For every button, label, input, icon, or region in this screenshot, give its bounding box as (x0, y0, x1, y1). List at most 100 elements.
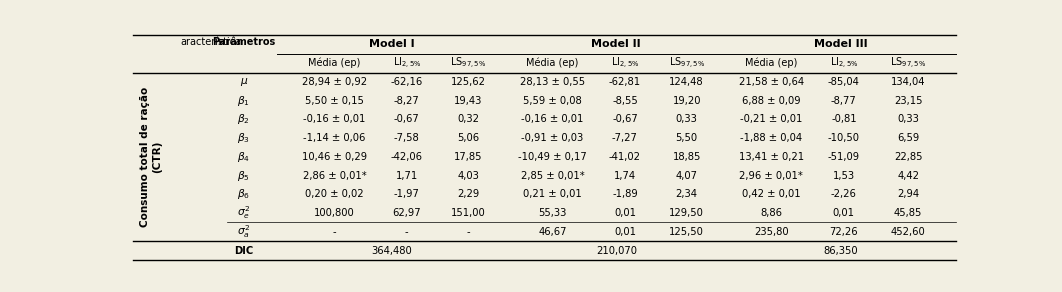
Text: -1,88 ± 0,04: -1,88 ± 0,04 (740, 133, 803, 143)
Text: $\beta_3$: $\beta_3$ (238, 131, 251, 145)
Text: 28,13 ± 0,55: 28,13 ± 0,55 (520, 77, 585, 87)
Text: 0,20 ± 0,02: 0,20 ± 0,02 (305, 189, 363, 199)
Text: LS$_{97,5\%}$: LS$_{97,5\%}$ (669, 55, 705, 71)
Text: 46,67: 46,67 (538, 227, 567, 237)
Text: 0,32: 0,32 (458, 114, 480, 124)
Text: 86,350: 86,350 (823, 246, 858, 256)
Text: $\beta_4$: $\beta_4$ (237, 150, 251, 164)
Text: -41,02: -41,02 (609, 152, 641, 162)
Text: -0,16 ± 0,01: -0,16 ± 0,01 (521, 114, 584, 124)
Text: -7,27: -7,27 (612, 133, 638, 143)
Text: 1,71: 1,71 (396, 171, 418, 180)
Text: Média (ep): Média (ep) (746, 58, 798, 68)
Text: LI$_{2,5\%}$: LI$_{2,5\%}$ (829, 55, 858, 71)
Text: 4,07: 4,07 (675, 171, 698, 180)
Text: 23,15: 23,15 (894, 95, 922, 106)
Text: LS$_{97,5\%}$: LS$_{97,5\%}$ (890, 55, 926, 71)
Text: 72,26: 72,26 (829, 227, 858, 237)
Text: Média (ep): Média (ep) (308, 58, 361, 68)
Text: -1,97: -1,97 (394, 189, 419, 199)
Text: aracterística: aracterística (181, 37, 242, 47)
Text: -42,06: -42,06 (391, 152, 423, 162)
Text: 1,53: 1,53 (833, 171, 855, 180)
Text: Consumo total de ração
(CTR): Consumo total de ração (CTR) (140, 87, 161, 227)
Text: 0,42 ± 0,01: 0,42 ± 0,01 (742, 189, 801, 199)
Text: 0,33: 0,33 (897, 114, 919, 124)
Text: -10,50: -10,50 (828, 133, 860, 143)
Text: 21,58 ± 0,64: 21,58 ± 0,64 (739, 77, 804, 87)
Text: Model II: Model II (592, 39, 641, 49)
Text: 10,46 ± 0,29: 10,46 ± 0,29 (302, 152, 367, 162)
Text: Parâmetros: Parâmetros (212, 37, 275, 47)
Text: $\sigma^2_a$: $\sigma^2_a$ (237, 223, 251, 240)
Text: -10,49 ± 0,17: -10,49 ± 0,17 (518, 152, 587, 162)
Text: $\beta_2$: $\beta_2$ (238, 112, 251, 126)
Text: 2,34: 2,34 (675, 189, 698, 199)
Text: 210,070: 210,070 (596, 246, 637, 256)
Text: 129,50: 129,50 (669, 208, 704, 218)
Text: $\beta_6$: $\beta_6$ (237, 187, 251, 201)
Text: -0,21 ± 0,01: -0,21 ± 0,01 (740, 114, 803, 124)
Text: -0,16 ± 0,01: -0,16 ± 0,01 (304, 114, 365, 124)
Text: LI$_{2,5\%}$: LI$_{2,5\%}$ (393, 55, 422, 71)
Text: $\beta_1$: $\beta_1$ (238, 94, 251, 108)
Text: 6,88 ± 0,09: 6,88 ± 0,09 (742, 95, 801, 106)
Text: 28,94 ± 0,92: 28,94 ± 0,92 (302, 77, 367, 87)
Text: -0,67: -0,67 (394, 114, 419, 124)
Text: 0,33: 0,33 (675, 114, 698, 124)
Text: 18,85: 18,85 (672, 152, 701, 162)
Text: 5,59 ± 0,08: 5,59 ± 0,08 (524, 95, 582, 106)
Text: -1,14 ± 0,06: -1,14 ± 0,06 (304, 133, 365, 143)
Text: 5,06: 5,06 (458, 133, 480, 143)
Text: $\sigma^2_e$: $\sigma^2_e$ (237, 205, 251, 221)
Text: LS$_{97,5\%}$: LS$_{97,5\%}$ (450, 55, 486, 71)
Text: 19,20: 19,20 (672, 95, 701, 106)
Text: -: - (466, 227, 470, 237)
Text: -8,27: -8,27 (394, 95, 419, 106)
Text: -62,81: -62,81 (609, 77, 641, 87)
Text: 62,97: 62,97 (393, 208, 422, 218)
Text: 452,60: 452,60 (891, 227, 925, 237)
Text: 22,85: 22,85 (894, 152, 922, 162)
Text: 124,48: 124,48 (669, 77, 704, 87)
Text: -7,58: -7,58 (394, 133, 419, 143)
Text: -1,89: -1,89 (612, 189, 638, 199)
Text: 0,21 ± 0,01: 0,21 ± 0,01 (524, 189, 582, 199)
Text: 55,33: 55,33 (538, 208, 567, 218)
Text: 235,80: 235,80 (754, 227, 789, 237)
Text: 134,04: 134,04 (891, 77, 925, 87)
Text: 0,01: 0,01 (614, 227, 636, 237)
Text: Model III: Model III (813, 39, 868, 49)
Text: 6,59: 6,59 (897, 133, 920, 143)
Text: 13,41 ± 0,21: 13,41 ± 0,21 (739, 152, 804, 162)
Text: -62,16: -62,16 (391, 77, 423, 87)
Text: 0,01: 0,01 (614, 208, 636, 218)
Text: 17,85: 17,85 (455, 152, 483, 162)
Text: LI$_{2,5\%}$: LI$_{2,5\%}$ (611, 55, 639, 71)
Text: 8,86: 8,86 (760, 208, 783, 218)
Text: -0,91 ± 0,03: -0,91 ± 0,03 (521, 133, 584, 143)
Text: 5,50 ± 0,15: 5,50 ± 0,15 (305, 95, 364, 106)
Text: 19,43: 19,43 (455, 95, 483, 106)
Text: DIC: DIC (235, 246, 254, 256)
Text: 5,50: 5,50 (675, 133, 698, 143)
Text: 2,85 ± 0,01*: 2,85 ± 0,01* (520, 171, 584, 180)
Text: 125,50: 125,50 (669, 227, 704, 237)
Text: -2,26: -2,26 (830, 189, 857, 199)
Text: 125,62: 125,62 (451, 77, 486, 87)
Text: -: - (332, 227, 337, 237)
Text: -: - (405, 227, 409, 237)
Text: -85,04: -85,04 (828, 77, 860, 87)
Text: 45,85: 45,85 (894, 208, 922, 218)
Text: Média (ep): Média (ep) (527, 58, 579, 68)
Text: 4,03: 4,03 (458, 171, 479, 180)
Text: 100,800: 100,800 (314, 208, 355, 218)
Text: $\mu$: $\mu$ (240, 76, 249, 88)
Text: -8,55: -8,55 (612, 95, 638, 106)
Text: Model I: Model I (370, 39, 415, 49)
Text: -0,81: -0,81 (832, 114, 857, 124)
Text: -51,09: -51,09 (827, 152, 860, 162)
Text: -0,67: -0,67 (612, 114, 638, 124)
Text: 2,86 ± 0,01*: 2,86 ± 0,01* (303, 171, 366, 180)
Text: 2,29: 2,29 (458, 189, 480, 199)
